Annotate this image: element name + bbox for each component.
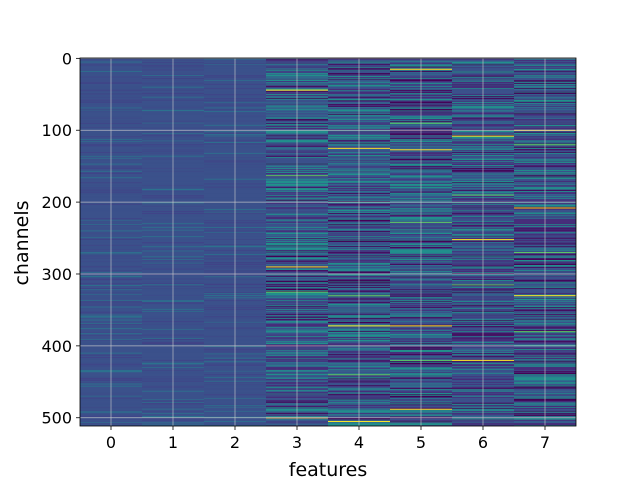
y-axis: 0 100 200 300 400 500 (41, 49, 80, 428)
grid-lines (80, 58, 576, 426)
y-tick-label: 0 (62, 49, 72, 68)
y-tick-label: 300 (41, 265, 72, 284)
x-tick-label: 5 (416, 433, 426, 452)
x-tick-label: 3 (292, 433, 302, 452)
heatmap-plot-area (79, 57, 577, 427)
x-tick-label: 2 (230, 433, 240, 452)
x-tick-label: 7 (540, 433, 550, 452)
heatmap-cells (80, 58, 576, 427)
y-tick-label: 500 (41, 409, 72, 428)
x-axis-label: features (289, 459, 368, 480)
x-tick-label: 1 (168, 433, 178, 452)
y-tick-label: 400 (41, 337, 72, 356)
x-tick-label: 6 (478, 433, 488, 452)
axes-frame (79, 57, 577, 427)
y-tick-label: 200 (41, 193, 72, 212)
y-tick-label: 100 (41, 121, 72, 140)
y-axis-label: channels (11, 200, 33, 285)
x-axis: 0 1 2 3 4 5 6 7 (106, 426, 550, 452)
x-tick-label: 0 (106, 433, 116, 452)
x-tick-label: 4 (354, 433, 364, 452)
